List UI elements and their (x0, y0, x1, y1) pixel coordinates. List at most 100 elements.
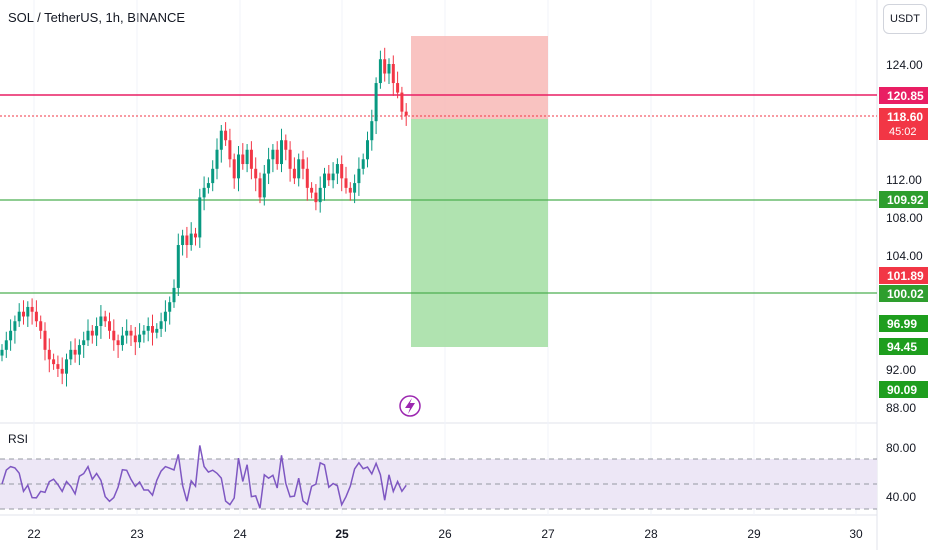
candle-body (60, 368, 64, 374)
candle-body (275, 149, 279, 165)
candle-body (340, 164, 344, 179)
candle-body (52, 359, 56, 365)
candle-body (82, 340, 86, 346)
take-profit-zone[interactable] (411, 119, 548, 347)
x-tick-30: 30 (849, 527, 863, 541)
candle-body (297, 159, 301, 179)
candle-body (116, 340, 120, 346)
candle-body (335, 164, 339, 174)
candle-body (344, 178, 348, 188)
candle-body (176, 245, 180, 288)
candle-body (69, 349, 73, 360)
candle-body (73, 349, 77, 355)
candle-body (374, 83, 378, 122)
svg-text:45:02: 45:02 (889, 126, 917, 138)
candle-body (370, 121, 374, 141)
candle-body (301, 159, 305, 169)
candle-body (86, 330, 90, 341)
candle-body (26, 306, 30, 317)
candle-body (331, 173, 335, 181)
candle-body (43, 330, 47, 350)
candle-body (0, 349, 4, 356)
candle-body (202, 187, 206, 198)
last-price-tag: 118.60 45:02 (879, 108, 928, 140)
candle-body (108, 321, 111, 331)
candle-body (292, 168, 296, 179)
candle-body (146, 326, 150, 331)
candle-body (366, 140, 369, 160)
candle-body (305, 168, 309, 188)
candle-body (404, 111, 408, 116)
candle-body (353, 183, 357, 193)
candle-body (258, 178, 262, 198)
candle-body (254, 168, 258, 179)
candle-body (34, 311, 38, 322)
candle-body (198, 197, 202, 238)
candle-body (378, 59, 382, 84)
candle-body (151, 326, 154, 333)
svg-text:101.89: 101.89 (887, 269, 924, 283)
candle-body (314, 192, 318, 203)
y-tick-104: 104.00 (886, 249, 923, 263)
candle-body (138, 334, 142, 343)
candle-body (361, 159, 365, 169)
candle-body (142, 330, 146, 335)
candle-body (396, 83, 400, 93)
candle-body (9, 330, 13, 341)
y-tick-112: 112.00 (886, 173, 922, 187)
candle-body (391, 64, 395, 84)
candle-body (129, 330, 133, 336)
x-tick-24: 24 (233, 527, 247, 541)
candle-body (13, 321, 17, 331)
candle-body (237, 154, 240, 179)
candle-body (39, 321, 43, 331)
candle-body (357, 168, 361, 184)
candle-body (387, 64, 391, 74)
x-tick-23: 23 (130, 527, 144, 541)
chart-title: SOL / TetherUS, 1h, BINANCE (8, 10, 186, 25)
candle-body (90, 330, 94, 336)
y-tick-88: 88.00 (886, 401, 916, 415)
x-tick-27: 27 (541, 527, 555, 541)
candle-body (56, 364, 60, 369)
green-price-tag-3: 90.09 (879, 381, 928, 398)
candle-body (47, 349, 51, 360)
x-tick-22: 22 (27, 527, 41, 541)
svg-text:109.92: 109.92 (887, 193, 924, 207)
candle-body (189, 233, 193, 246)
candle-body (185, 235, 189, 246)
candle-body (65, 359, 68, 374)
stop-loss-zone[interactable] (411, 36, 548, 119)
candle-body (310, 187, 314, 193)
red-level-price-tag: 101.89 (879, 267, 928, 284)
rsi-label: RSI (8, 432, 29, 446)
candle-body (194, 233, 197, 238)
candle-body (112, 330, 116, 341)
candle-body (241, 154, 245, 165)
currency-button[interactable]: USDT (883, 4, 927, 34)
x-tick-28: 28 (644, 527, 658, 541)
candle-body (383, 59, 387, 74)
candle-body (215, 149, 219, 169)
candle-body (172, 287, 176, 303)
candle-body (224, 130, 228, 141)
stop-price-tag: 120.85 (879, 87, 928, 104)
rsi-tick-80: 80.00 (886, 441, 916, 455)
candle-body (284, 140, 288, 150)
candle-body (232, 159, 236, 179)
candle-body (318, 187, 322, 203)
candle-body (400, 92, 404, 112)
candle-body (262, 173, 266, 198)
candle-body (245, 149, 249, 165)
candle-body (206, 183, 210, 188)
svg-text:120.85: 120.85 (887, 89, 924, 103)
candle-body (163, 311, 167, 322)
x-tick-26: 26 (438, 527, 452, 541)
svg-text:100.02: 100.02 (887, 287, 924, 301)
event-marker-icon[interactable] (399, 395, 421, 417)
candle-body (327, 173, 331, 181)
candle-body (30, 306, 34, 312)
candle-body (288, 149, 292, 169)
candle-body (211, 168, 215, 184)
